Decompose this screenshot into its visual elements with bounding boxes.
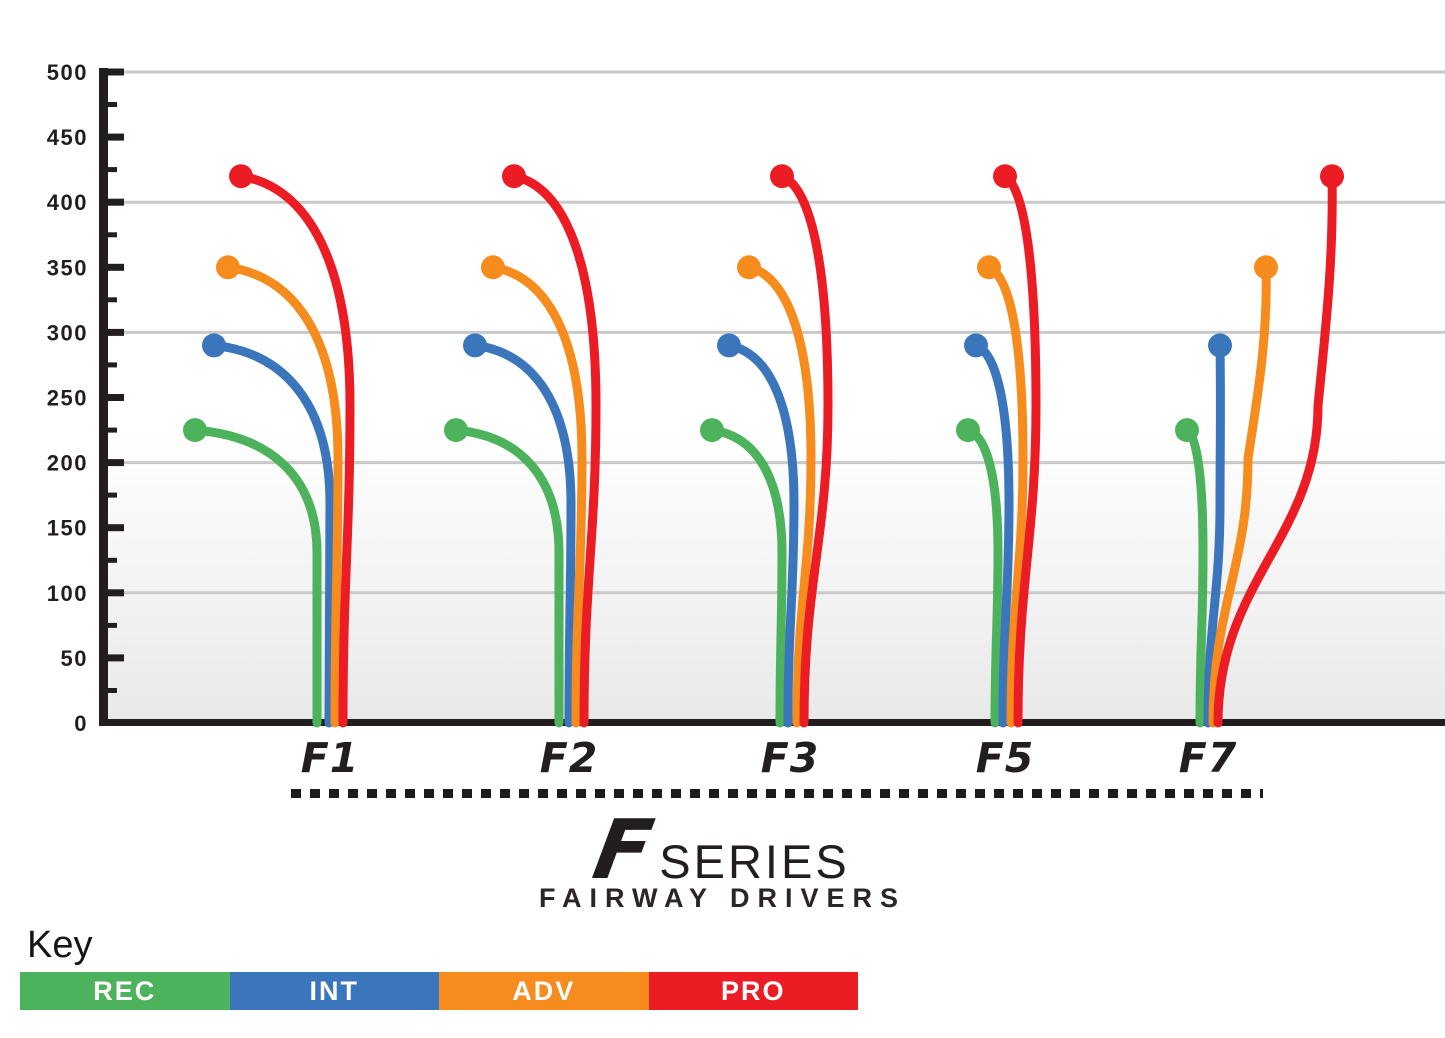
- flight-endpoint-f7-pro: [1320, 164, 1344, 189]
- minor-tick-75: [108, 622, 117, 628]
- disc-label-f1: F1: [300, 734, 360, 782]
- y-axis-label-0: 0: [74, 711, 88, 736]
- flight-endpoint-f3-rec: [700, 418, 724, 443]
- flight-endpoint-f2-pro: [502, 164, 526, 189]
- y-axis-label-450: 450: [47, 125, 88, 150]
- legend-bar: REC INT ADV PRO: [20, 972, 858, 1010]
- flight-endpoint-f3-pro: [770, 164, 794, 189]
- disc-label-f5: F5: [975, 734, 1035, 782]
- y-axis-label-300: 300: [47, 320, 88, 345]
- legend-item-rec: REC: [20, 972, 230, 1010]
- major-tick-450: [108, 133, 124, 141]
- disc-labels-row: F1 F2 F3 F5 F7: [0, 734, 1445, 784]
- major-tick-200: [108, 459, 124, 467]
- y-axis-label-200: 200: [47, 451, 88, 476]
- flight-path-f2-rec: [451, 425, 564, 728]
- flight-path-f2-adv: [488, 262, 587, 728]
- y-axis-label-250: 250: [47, 386, 88, 411]
- flight-path-f3-rec: [707, 425, 787, 728]
- flight-path-f1-int: [209, 340, 335, 728]
- flight-path-f5-pro: [1000, 171, 1041, 728]
- flight-endpoint-f7-adv: [1254, 255, 1278, 280]
- flight-path-f7-int: [1203, 340, 1225, 728]
- flight-path-f7-pro: [1213, 171, 1337, 728]
- flight-endpoint-f3-int: [717, 333, 741, 358]
- flight-path-f1-pro: [236, 171, 355, 728]
- flight-path-f3-adv: [744, 262, 816, 728]
- chart-subtitle: FAIRWAY DRIVERS: [538, 883, 907, 913]
- minor-tick-375: [108, 232, 117, 238]
- legend-item-adv: ADV: [439, 972, 649, 1010]
- series-word: SERIES: [659, 835, 850, 888]
- disc-label-f7: F7: [1178, 734, 1238, 782]
- flight-path-f1-adv: [223, 262, 343, 728]
- flight-path-f5-rec: [963, 425, 1003, 728]
- flight-endpoint-f1-adv: [216, 255, 240, 280]
- flight-endpoint-f7-rec: [1175, 418, 1199, 443]
- minor-tick-425: [108, 167, 117, 173]
- flight-endpoint-f1-pro: [229, 164, 253, 189]
- series-letter: F: [586, 803, 660, 898]
- flight-path-f2-int: [470, 340, 576, 728]
- key-heading: Key: [27, 924, 93, 966]
- flight-endpoint-f5-pro: [993, 164, 1017, 189]
- major-tick-250: [108, 394, 124, 401]
- major-tick-100: [108, 589, 124, 597]
- flight-endpoint-f1-rec: [183, 418, 207, 443]
- minor-tick-275: [108, 362, 117, 368]
- disc-label-f2: F2: [539, 734, 599, 782]
- y-axis-label-150: 150: [47, 516, 88, 541]
- flight-endpoint-f5-int: [964, 333, 988, 358]
- minor-tick-25: [108, 688, 117, 693]
- flight-path-f2-pro: [509, 171, 601, 728]
- major-tick-50: [108, 654, 124, 662]
- series-title: F SERIES: [0, 803, 1445, 898]
- flight-path-f1-rec: [190, 425, 322, 728]
- flight-endpoint-f2-rec: [444, 418, 468, 443]
- x-axis-line: [99, 719, 1445, 726]
- legend-item-int: INT: [229, 972, 439, 1010]
- flight-path-f7-adv: [1208, 262, 1271, 728]
- major-tick-150: [108, 524, 124, 532]
- y-axis-label-400: 400: [47, 190, 88, 215]
- flight-path-f5-adv: [984, 262, 1028, 728]
- minor-tick-175: [108, 492, 117, 498]
- flight-endpoint-f7-int: [1208, 333, 1232, 358]
- y-axis-line: [99, 68, 108, 726]
- legend-item-pro: PRO: [648, 972, 858, 1010]
- flight-endpoint-f5-rec: [956, 418, 980, 443]
- minor-tick-225: [108, 427, 117, 433]
- flight-endpoint-f2-int: [463, 333, 487, 358]
- flight-endpoint-f3-adv: [737, 255, 761, 280]
- flight-path-f3-int: [724, 340, 799, 728]
- y-axis-label-100: 100: [47, 581, 88, 606]
- major-tick-300: [108, 328, 124, 336]
- y-axis-label-350: 350: [47, 255, 88, 280]
- flight-path-f5-int: [971, 340, 1014, 728]
- flight-endpoint-f1-int: [202, 333, 226, 358]
- flight-endpoint-f2-adv: [481, 255, 505, 280]
- flight-path-f7-rec: [1182, 425, 1208, 728]
- y-axis-label-50: 50: [61, 646, 88, 671]
- flight-path-f3-pro: [777, 171, 833, 728]
- major-tick-500: [108, 68, 124, 76]
- minor-tick-475: [108, 102, 117, 107]
- flight-endpoint-f5-adv: [977, 255, 1001, 280]
- major-tick-350: [108, 263, 124, 271]
- minor-tick-125: [108, 557, 117, 563]
- major-tick-400: [108, 198, 124, 206]
- disc-label-f3: F3: [760, 734, 820, 782]
- minor-tick-325: [108, 297, 117, 303]
- y-axis-label-500: 500: [47, 60, 88, 85]
- dashed-separator: [291, 789, 1263, 798]
